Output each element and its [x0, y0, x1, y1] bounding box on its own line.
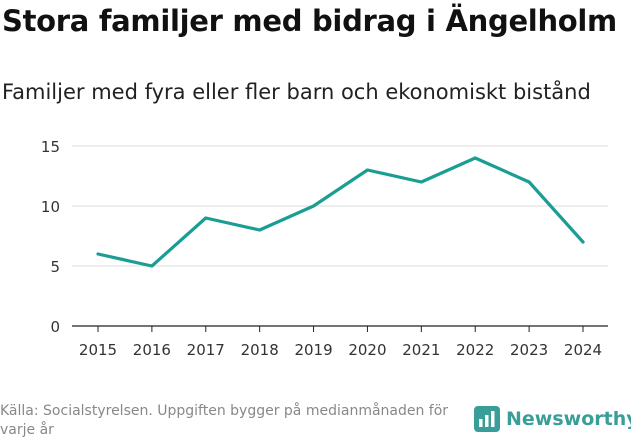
brand-logo: Newsworthy [474, 406, 631, 432]
series-group [96, 156, 585, 268]
y-tick-label: 15 [41, 138, 60, 156]
x-tick-label: 2021 [402, 341, 440, 359]
x-tick-label: 2018 [241, 341, 279, 359]
data-point [581, 240, 585, 244]
data-point [96, 252, 100, 256]
x-tick-label: 2022 [456, 341, 494, 359]
data-point [365, 168, 369, 172]
data-point [419, 180, 423, 184]
x-tick-label: 2024 [564, 341, 602, 359]
data-point [204, 216, 208, 220]
brand-name: Newsworthy [506, 408, 631, 430]
y-tick-label: 5 [50, 258, 60, 276]
x-tick-label: 2023 [510, 341, 548, 359]
data-point [527, 180, 531, 184]
data-point [258, 228, 262, 232]
x-tick-label: 2016 [133, 341, 171, 359]
grid-lines [72, 145, 608, 267]
data-point [473, 156, 477, 160]
chart-title: Stora familjer med bidrag i Ängelholm [2, 4, 617, 38]
x-tick-label: 2015 [79, 341, 117, 359]
data-point [150, 264, 154, 268]
newsworthy-logo-icon [474, 406, 500, 432]
x-axis: 2015 2016 2017 2018 2019 2020 2021 2022 2023 2024 [72, 325, 608, 359]
series-line-0 [96, 156, 585, 268]
y-tick-label: 0 [50, 318, 60, 336]
chart-subtitle: Familjer med fyra eller fler barn och ek… [2, 80, 591, 104]
x-tick-label: 2017 [187, 341, 225, 359]
y-tick-label: 10 [41, 198, 60, 216]
x-tick-label: 2019 [294, 341, 332, 359]
source-note: Källa: Socialstyrelsen. Uppgiften bygger… [0, 403, 449, 438]
y-axis: 0 5 10 15 [41, 138, 60, 336]
data-point [312, 204, 316, 208]
x-tick-label: 2020 [348, 341, 386, 359]
